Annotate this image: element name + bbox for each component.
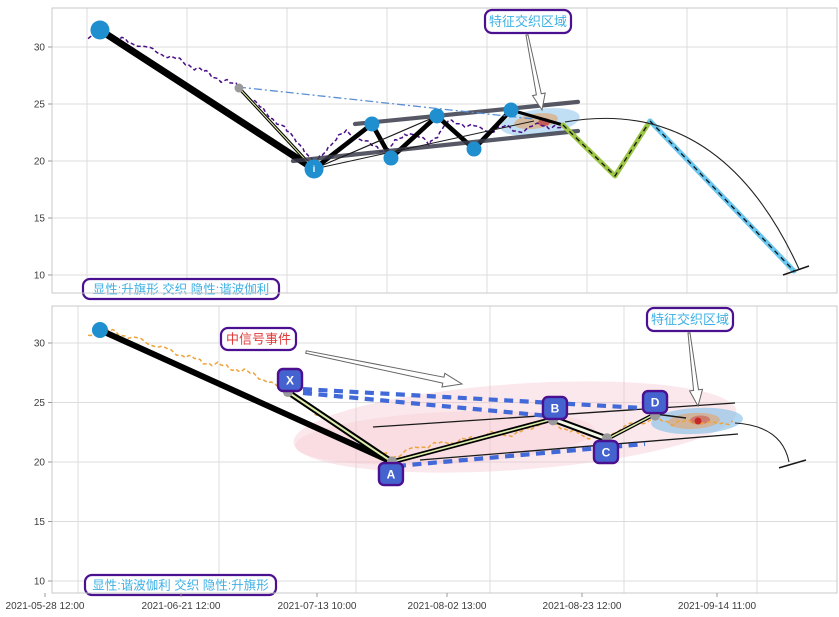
x-tick-label: 2021-09-14 11:00 bbox=[678, 601, 757, 612]
pattern-marker-b: B bbox=[541, 395, 569, 421]
marker-letter: A bbox=[387, 467, 396, 481]
dashed-x-d bbox=[302, 387, 644, 411]
plot-frame bbox=[51, 7, 838, 294]
grid bbox=[52, 8, 837, 293]
signal-event-label: 中信号事件 bbox=[226, 332, 291, 347]
marker-box bbox=[276, 367, 304, 393]
trend-lower bbox=[419, 433, 739, 461]
y-tick-label: 30 bbox=[34, 42, 46, 53]
dashed-x-b bbox=[302, 390, 549, 418]
d-extension bbox=[654, 413, 687, 419]
impulse-line bbox=[96, 26, 318, 173]
pattern-marker-c: C bbox=[592, 439, 620, 465]
zigzag-tail bbox=[509, 108, 565, 127]
y-tick-label: 25 bbox=[34, 99, 46, 110]
y-tick-label: 20 bbox=[34, 457, 46, 468]
marker-box bbox=[592, 439, 620, 465]
feature-zone-label: 特征交织区域 bbox=[651, 312, 729, 327]
pivot-dot bbox=[91, 322, 108, 339]
signal-event-box bbox=[219, 326, 298, 352]
retrace-core-line-core bbox=[238, 87, 315, 170]
pivot-dot bbox=[466, 141, 482, 157]
annotation-arrow bbox=[687, 332, 704, 408]
cd-core-line-core bbox=[606, 413, 656, 440]
feature-zone-box bbox=[483, 8, 573, 35]
feature-zone-label: 特征交织区域 bbox=[489, 14, 567, 29]
price-purple bbox=[87, 31, 576, 165]
marker-letter: C bbox=[602, 445, 611, 459]
pattern-marker-x: X bbox=[276, 367, 304, 393]
signal-event-annotation: 中信号事件 bbox=[219, 326, 464, 388]
caption-top-label: 显性:升旗形 交织 隐性:谐波伽利 bbox=[93, 282, 269, 297]
plot-frame bbox=[51, 305, 838, 594]
impulse-line bbox=[97, 327, 395, 465]
y-tick-label: 10 bbox=[34, 576, 46, 587]
pivot-dot bbox=[90, 20, 110, 40]
caption-bottom-label: 显性:谐波伽利 交织 隐性:升旗形 bbox=[92, 578, 269, 593]
x-tick-label: 2021-07-13 10:00 bbox=[278, 601, 357, 612]
green-zigzag-dash bbox=[562, 120, 651, 178]
signal-arrow bbox=[305, 350, 464, 388]
y-tick-label: 30 bbox=[34, 338, 46, 349]
vertex-dot bbox=[234, 83, 244, 93]
feature-zone-annotation: 特征交织区域 bbox=[483, 8, 573, 112]
xa-core-line-core bbox=[287, 391, 393, 463]
pivot-dot bbox=[503, 102, 519, 118]
pivot-dot bbox=[383, 150, 399, 166]
pivot-dot bbox=[694, 417, 702, 425]
future-arc bbox=[564, 117, 800, 270]
y-tick-label: 15 bbox=[34, 517, 46, 528]
pivot-dot bbox=[364, 116, 380, 132]
y-tick-label: 10 bbox=[34, 270, 46, 281]
y-tick-label: 25 bbox=[34, 398, 46, 409]
caption-top-box bbox=[81, 277, 281, 301]
feature-zone-box bbox=[645, 306, 735, 333]
end-cap bbox=[782, 265, 810, 276]
channel-lower bbox=[290, 128, 581, 164]
x-axis: 2021-05-28 12:00 2021-06-21 12:00 2021-07-… bbox=[6, 593, 757, 612]
fan-line-1 bbox=[313, 115, 438, 170]
y-tick-label: 15 bbox=[34, 213, 46, 224]
x-tick-label: 2021-08-23 12:00 bbox=[543, 601, 622, 612]
x-tick-label: 2021-05-28 12:00 bbox=[6, 601, 85, 612]
future-arc bbox=[734, 422, 790, 463]
x-tick-label: 2021-06-21 12:00 bbox=[142, 601, 221, 612]
pivot-dot bbox=[304, 159, 324, 179]
pattern-marker-a: A bbox=[377, 461, 405, 487]
marker-letter: B bbox=[551, 401, 560, 415]
x-tick-label: 2021-08-02 13:00 bbox=[408, 601, 487, 612]
bc-double-line-core bbox=[551, 417, 609, 441]
blue-drop-dash bbox=[649, 120, 795, 272]
pattern-marker-d: D bbox=[641, 389, 669, 415]
marker-letter: X bbox=[286, 373, 294, 387]
marker-letter: D bbox=[651, 395, 660, 409]
y-tick-label: 20 bbox=[34, 156, 46, 167]
annotation-arrow bbox=[525, 34, 546, 112]
dashdot-blue bbox=[237, 86, 535, 120]
pivot-dot-label: i bbox=[313, 164, 316, 174]
feature-zone-annotation: 特征交织区域 bbox=[645, 306, 735, 408]
end-cap bbox=[778, 459, 807, 469]
marker-box bbox=[377, 461, 405, 487]
marker-box bbox=[541, 395, 569, 421]
pivot-dot bbox=[429, 108, 445, 124]
fan-line-2 bbox=[313, 120, 535, 170]
marker-box bbox=[641, 389, 669, 415]
ab-core-line-core bbox=[391, 418, 554, 463]
